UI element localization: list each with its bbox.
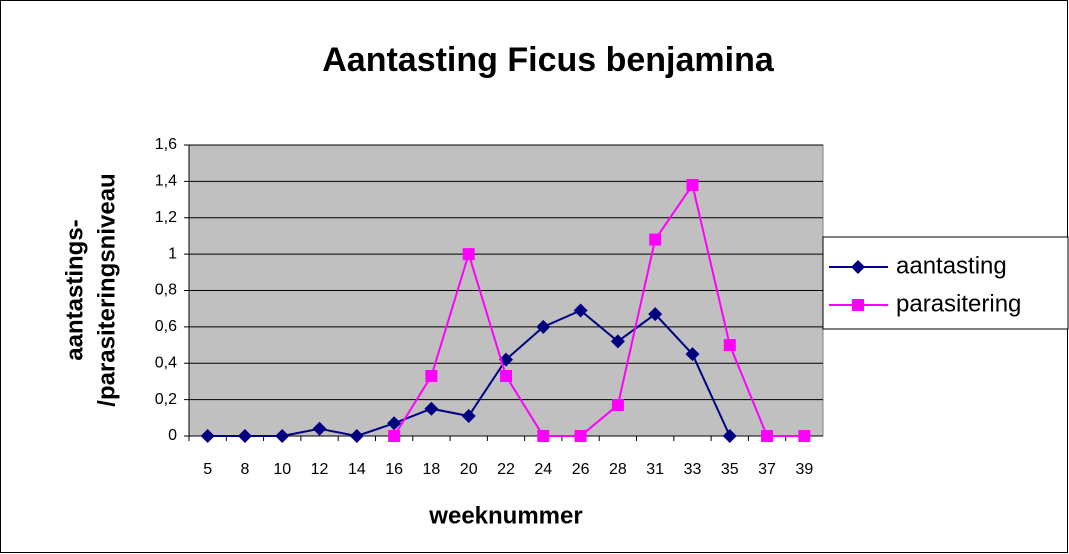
marker: [852, 299, 864, 311]
x-tick-label: 26: [572, 461, 590, 478]
marker: [573, 303, 588, 318]
x-tick-label: 10: [273, 461, 291, 478]
marker: [851, 260, 865, 274]
marker: [761, 430, 774, 442]
marker: [574, 430, 587, 442]
x-axis-label: weeknummer: [428, 502, 582, 529]
marker: [387, 416, 402, 431]
chart-title: Aantasting Ficus benjamina: [322, 41, 775, 79]
y-tick-label: 1,6: [155, 136, 177, 153]
x-tick-label: 12: [311, 461, 329, 478]
x-tick-label: 16: [385, 461, 403, 478]
x-tick-label: 35: [721, 461, 739, 478]
x-tick-label: 24: [534, 461, 552, 478]
marker: [312, 421, 327, 436]
y-tick-label: 0,8: [155, 282, 177, 299]
marker: [349, 429, 364, 443]
marker: [388, 430, 401, 442]
marker: [722, 429, 737, 443]
x-tick-label: 39: [795, 461, 813, 478]
y-tick-label: 0,2: [155, 391, 177, 408]
y-axis-label: aantastings- /parasiteringsniveau: [61, 173, 120, 406]
legend-label: parasitering: [896, 290, 1021, 317]
marker: [537, 430, 550, 442]
legend: [822, 236, 1069, 330]
marker: [649, 233, 662, 246]
y-axis-label-line: /parasiteringsniveau: [93, 173, 120, 406]
y-tick-label: 0,6: [155, 318, 177, 335]
x-tick-label: 33: [684, 461, 702, 478]
legend-label: aantasting: [896, 252, 1007, 279]
x-tick-label: 20: [460, 461, 478, 478]
marker: [500, 369, 512, 382]
y-tick-label: 0: [168, 427, 177, 444]
marker: [461, 408, 476, 423]
marker: [237, 429, 252, 443]
marker: [611, 399, 624, 412]
marker: [648, 307, 663, 322]
marker: [425, 369, 438, 382]
marker: [536, 319, 551, 334]
y-tick-label: 0,4: [155, 354, 177, 371]
y-tick-label: 1: [168, 245, 177, 262]
y-tick-label: 1,4: [155, 173, 177, 190]
x-tick-label: 28: [609, 461, 627, 478]
y-axis-label-line: aantastings-: [61, 219, 88, 360]
x-tick-label: 18: [423, 461, 441, 478]
marker: [798, 430, 811, 442]
marker: [462, 248, 475, 261]
y-tick-label: 1,2: [155, 209, 177, 226]
marker: [610, 334, 625, 349]
x-tick-label: 8: [240, 461, 249, 478]
marker: [686, 179, 699, 192]
x-tick-label: 22: [497, 461, 515, 478]
series-line: [393, 182, 805, 437]
x-tick-label: 37: [758, 461, 776, 478]
marker: [424, 401, 439, 416]
x-tick-label: 31: [646, 461, 664, 478]
x-tick-label: 14: [348, 461, 366, 478]
x-tick-label: 5: [203, 461, 212, 478]
marker: [685, 347, 700, 362]
marker: [200, 429, 215, 443]
marker: [723, 339, 736, 352]
marker: [275, 429, 290, 443]
